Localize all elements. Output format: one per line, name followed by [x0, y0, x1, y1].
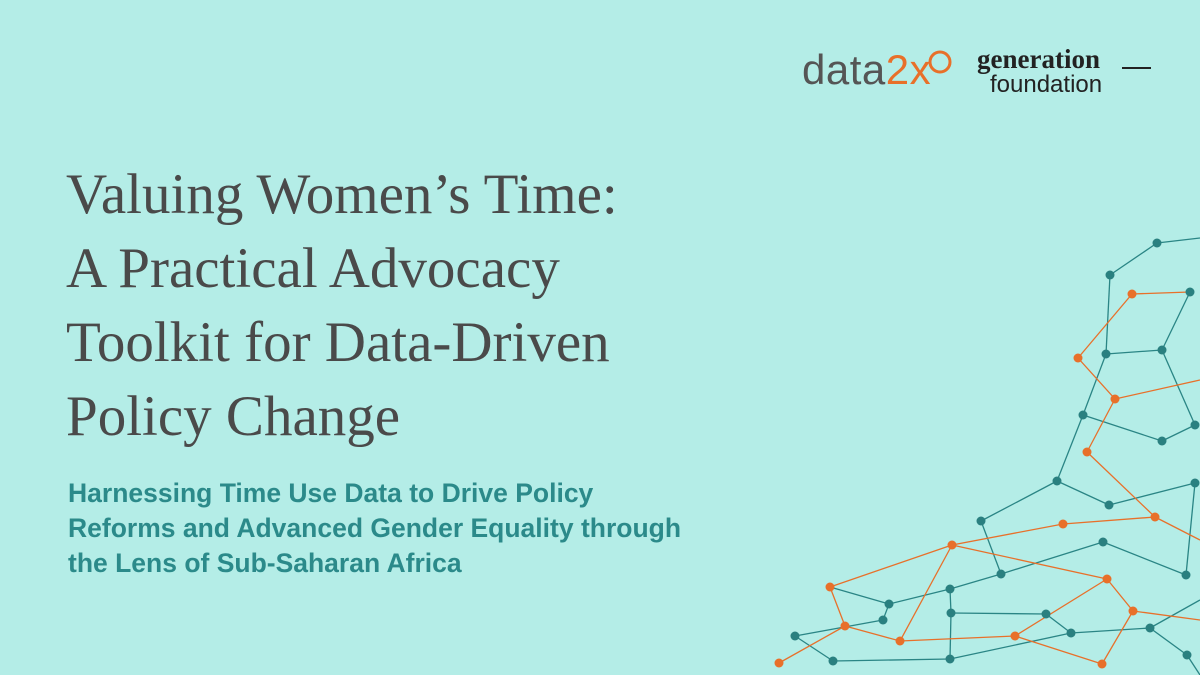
generation-logo: generation [977, 44, 1100, 74]
network-lines-orange [778, 291, 1200, 665]
subtitle: Harnessing Time Use Data to Drive Policy… [68, 476, 681, 581]
network-nodes-orange [774, 289, 1160, 669]
logo-text: data [802, 46, 886, 93]
logo-circle [928, 50, 952, 74]
network-nodes-teal [790, 238, 1200, 666]
title: Valuing Women’s Time: A Practical Advoca… [66, 158, 618, 454]
title-line: Valuing Women’s Time: [66, 163, 618, 226]
subtitle-line: Reforms and Advanced Gender Equality thr… [68, 513, 682, 543]
subtitle-line: Harnessing Time Use Data to Drive Policy [68, 478, 594, 508]
title-line: Toolkit for Data-Driven [66, 311, 610, 374]
title-line: A Practical Advocacy [66, 237, 560, 300]
network-lines-teal [794, 237, 1200, 675]
data2x-logo: data2x [802, 46, 931, 94]
logo-rule [1122, 67, 1151, 69]
subtitle-line: the Lens of Sub-Saharan Africa [68, 548, 462, 578]
foundation-logo: foundation [990, 71, 1103, 98]
logo-text-accent: 2x [885, 46, 932, 93]
title-line: Policy Change [66, 385, 401, 448]
